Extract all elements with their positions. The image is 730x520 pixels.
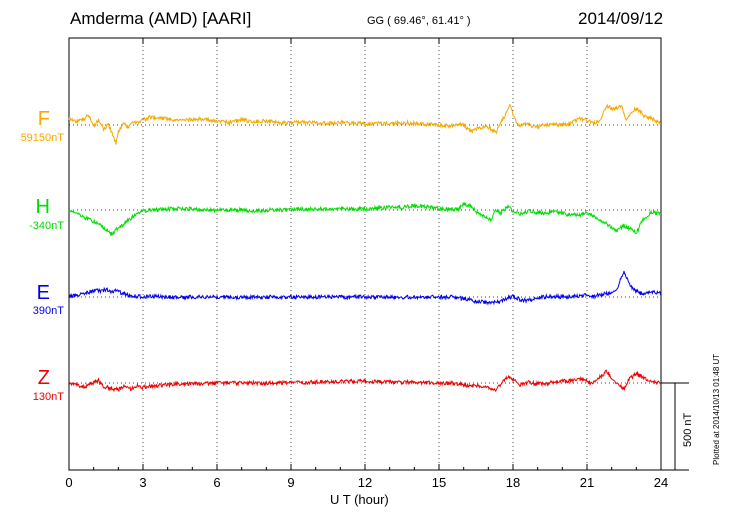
scale-bar-label: 500 nT: [682, 412, 694, 447]
series-label-h: H: [35, 196, 50, 218]
x-axis-label: U T (hour): [330, 492, 389, 507]
scale-bar: [661, 382, 689, 471]
x-axis-ticks: 0 3 6 9 12 15 18 21 24: [65, 38, 668, 490]
series-line-e: [68, 270, 662, 306]
x-tick-label: 6: [213, 475, 220, 490]
plotted-timestamp: Plotted at 2014/10/13 01:48 UT: [712, 353, 721, 465]
series-layer: [68, 103, 662, 393]
x-tick-label: 3: [139, 475, 146, 490]
chart-date: 2014/09/12: [578, 9, 664, 28]
series-line-z: [68, 369, 662, 393]
x-tick-label: 0: [65, 475, 72, 490]
series-line-f: [68, 103, 662, 145]
geo-coordinates: GG ( 69.46°, 61.41° ): [367, 15, 471, 27]
series-label-z: Z: [37, 367, 50, 389]
series-baseline-h: -340nT: [29, 220, 64, 232]
x-tick-label: 21: [580, 475, 594, 490]
series-baseline-z: 130nT: [32, 391, 64, 403]
x-tick-label: 9: [287, 475, 294, 490]
series-baseline-e: 390nT: [32, 305, 64, 317]
series-label-f: F: [37, 108, 50, 130]
x-tick-label: 15: [432, 475, 446, 490]
station-title: Amderma (AMD) [AARI]: [70, 9, 252, 28]
x-tick-label: 18: [506, 475, 520, 490]
series-baseline-f: 59150nT: [20, 132, 64, 144]
series-label-e: E: [36, 282, 50, 304]
series-line-h: [68, 201, 662, 236]
x-tick-label: 24: [654, 475, 668, 490]
chart-grid: [69, 38, 661, 470]
x-tick-label: 12: [358, 475, 372, 490]
